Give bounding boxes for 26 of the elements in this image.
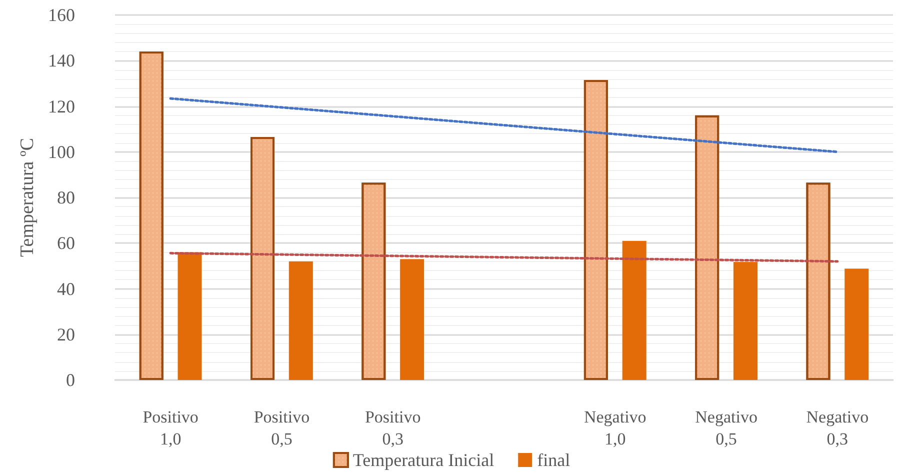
y-tick-label: 100 [48, 142, 75, 162]
legend-label: final [537, 450, 570, 470]
x-tick-label: Positivo 1,0 [142, 408, 198, 448]
bar [178, 252, 202, 380]
y-tick-label: 20 [57, 324, 75, 344]
y-axis-title: Temperatura ºC [17, 138, 38, 258]
legend-label: Temperatura Inicial [352, 450, 494, 470]
x-tick-label: Positivo 0,3 [364, 408, 421, 448]
bar [733, 262, 758, 380]
y-tick-label: 160 [48, 5, 75, 25]
y-tick-label: 40 [57, 278, 75, 299]
x-tick-label: Positivo 0,5 [254, 408, 310, 448]
y-tick-label: 140 [48, 50, 75, 71]
x-tick-label: Negativo 1,0 [584, 408, 646, 448]
x-tick-label: Negativo 0,5 [695, 408, 758, 448]
y-tick-label: 0 [66, 370, 75, 390]
bar [400, 259, 424, 380]
bar [288, 261, 313, 380]
line-series [169, 97, 839, 154]
x-tick-label: Negativo 0,3 [806, 408, 869, 448]
y-tick-label: 80 [57, 188, 75, 208]
y-tick-label: 120 [48, 96, 75, 116]
line-series [169, 252, 839, 263]
bar [844, 268, 869, 380]
y-tick-label: 60 [57, 233, 75, 254]
bar [622, 240, 646, 380]
